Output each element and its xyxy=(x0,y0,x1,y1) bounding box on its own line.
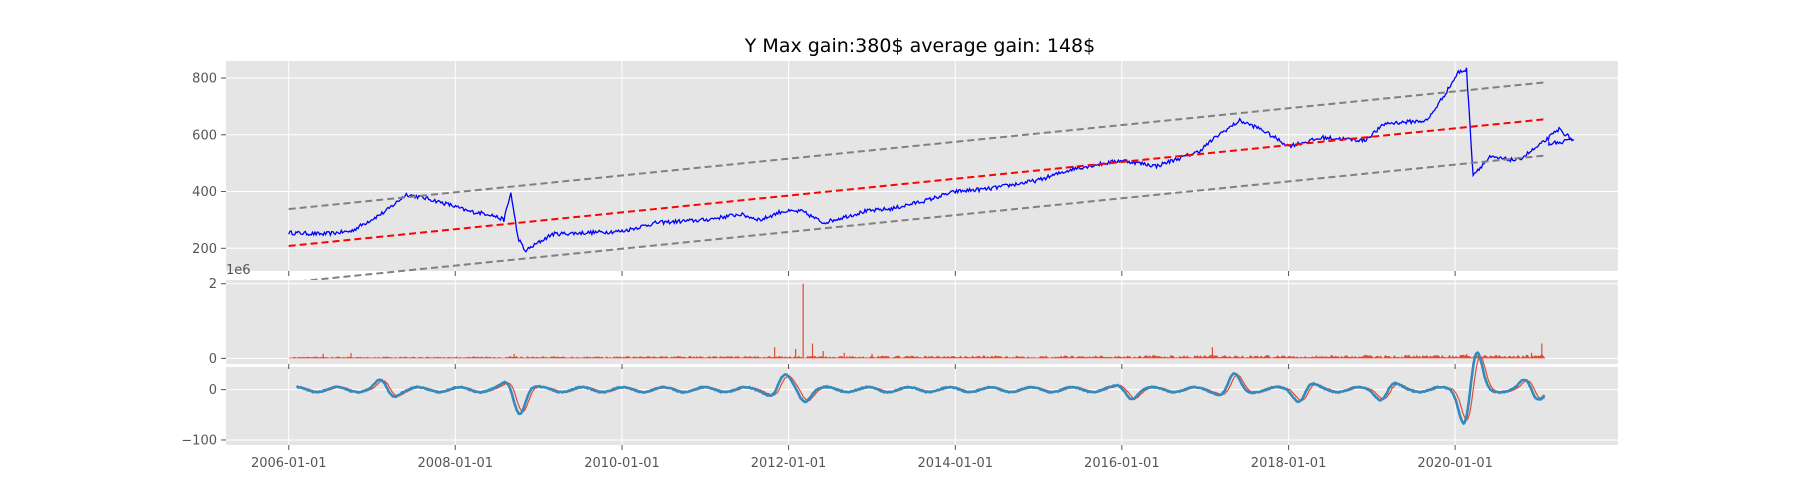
oscillator-tick-labels: 0 −100 xyxy=(181,383,226,448)
volume-offset-label: 1e6 xyxy=(226,263,251,278)
price-panel xyxy=(226,61,1618,271)
x-tick-labels: 2006-01-01 2008-01-01 2010-01-01 2012-01-01… xyxy=(251,271,1493,471)
y-tick-label: 600 xyxy=(192,128,217,143)
series-upper-band xyxy=(288,81,1546,211)
chart-title: Y Max gain:380$ average gain: 148$ xyxy=(744,35,1095,57)
x-tick-label: 2010-01-01 xyxy=(584,456,660,471)
volume-baseline-area xyxy=(288,354,1546,359)
y-tick-label: 200 xyxy=(192,242,217,257)
volume-tick-labels: 02 xyxy=(209,277,226,367)
x-tick-label: 2016-01-01 xyxy=(1084,456,1160,471)
y-tick-label: 800 xyxy=(192,72,217,87)
volume-panel xyxy=(226,280,1618,364)
volume-bars xyxy=(288,283,1546,359)
y-tick-label: 2 xyxy=(209,277,217,292)
series-trend xyxy=(288,118,1546,247)
price-tick-labels: 200 400 600 800 xyxy=(192,72,226,257)
y-tick-label: −100 xyxy=(181,433,217,448)
x-tick-label: 2012-01-01 xyxy=(751,456,827,471)
oscillator-panel xyxy=(226,367,1618,445)
x-tick-label: 2018-01-01 xyxy=(1251,456,1327,471)
x-tick-label: 2006-01-01 xyxy=(251,456,327,471)
x-tick-label: 2014-01-01 xyxy=(918,456,994,471)
series-lower-band xyxy=(288,154,1546,284)
series-price xyxy=(288,67,1575,253)
series-oscillator xyxy=(295,351,1546,426)
x-tick-label: 2008-01-01 xyxy=(417,456,493,471)
oscillator-series xyxy=(295,351,1546,426)
price-series xyxy=(288,67,1575,284)
x-tick-label: 2020-01-01 xyxy=(1417,456,1493,471)
y-tick-label: 0 xyxy=(209,383,217,398)
y-tick-label: 0 xyxy=(209,352,217,367)
y-tick-label: 400 xyxy=(192,185,217,200)
